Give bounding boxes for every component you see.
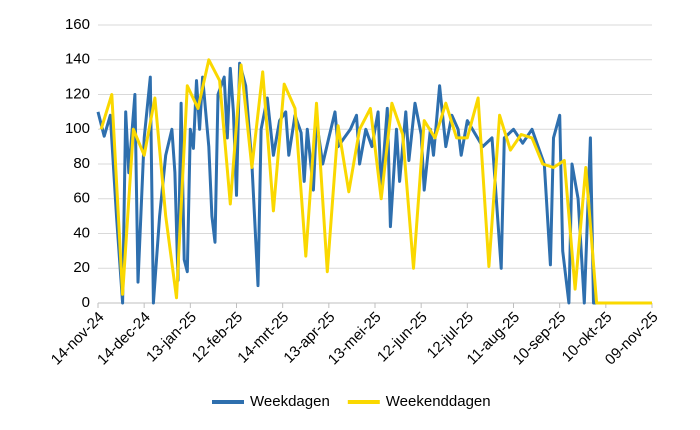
y-tick-label: 20 [73, 259, 90, 276]
y-tick-label: 0 [82, 294, 90, 311]
legend-label: Weekdagen [250, 393, 330, 410]
y-tick-label: 100 [65, 120, 90, 137]
series-line [99, 58, 652, 305]
y-tick-label: 40 [73, 224, 90, 241]
y-tick-label: 80 [73, 155, 90, 172]
y-tick-label: 160 [65, 16, 90, 33]
y-tick-label: 60 [73, 190, 90, 207]
legend-label: Weekenddagen [386, 393, 491, 410]
x-tick-label: 12-jun-25 [374, 309, 431, 366]
y-tick-label: 120 [65, 85, 90, 102]
y-tick-label: 140 [65, 51, 90, 68]
